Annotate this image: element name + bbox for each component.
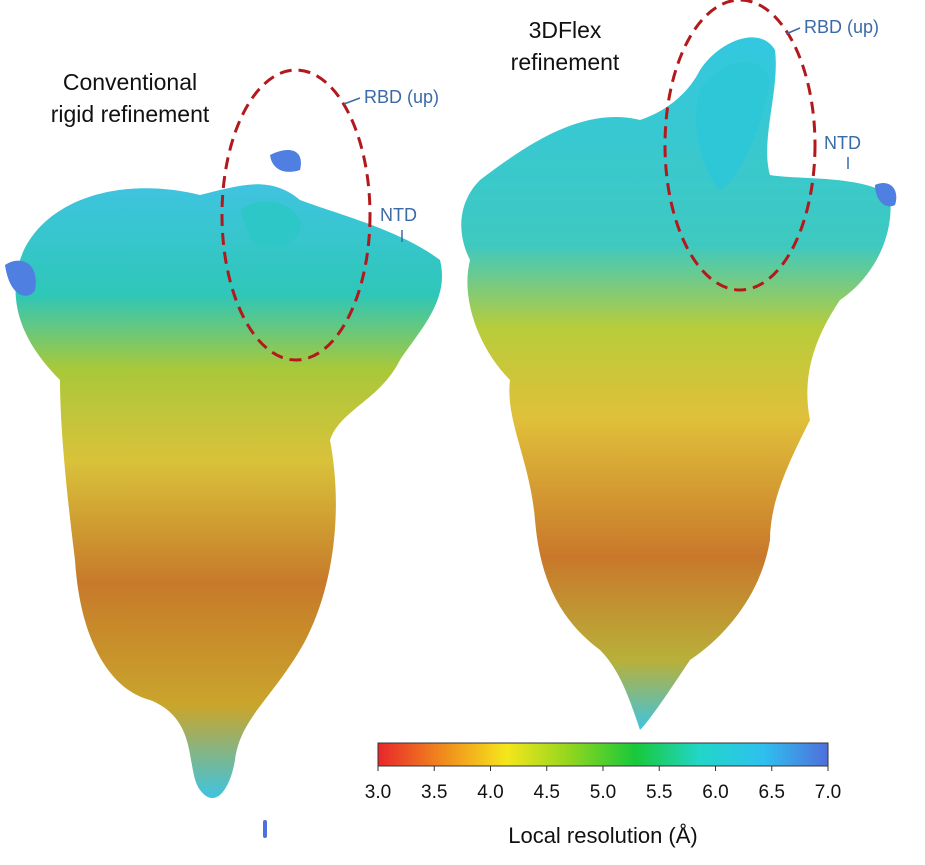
tick-label: 6.0 [702, 782, 728, 803]
tick-label: 5.0 [590, 782, 616, 803]
tick-label: 7.0 [815, 782, 841, 803]
annotation: NTD [380, 205, 417, 225]
annotation: RBD (up) [804, 17, 879, 37]
panel-title: 3DFlex [529, 17, 602, 43]
map-left [5, 150, 442, 838]
annotation: NTD [824, 133, 861, 153]
panel-title: Conventional [63, 69, 197, 95]
leader [785, 27, 801, 35]
rbd-outline-left [220, 68, 372, 362]
colorbar-title: Local resolution (Å) [508, 823, 698, 848]
tick-label: 5.5 [646, 782, 672, 803]
rbd-outline-right [663, 0, 817, 292]
map-right [461, 37, 897, 730]
annotation: RBD (up) [364, 87, 439, 107]
tick-label: 4.5 [534, 782, 560, 803]
tick-label: 3.0 [365, 782, 391, 803]
leader [343, 97, 361, 105]
tick-label: 4.0 [477, 782, 503, 803]
panel-title: rigid refinement [51, 101, 210, 127]
panel-title: refinement [511, 49, 620, 75]
tick-label: 3.5 [421, 782, 447, 803]
tick-label: 6.5 [759, 782, 785, 803]
colorbar [377, 742, 829, 767]
